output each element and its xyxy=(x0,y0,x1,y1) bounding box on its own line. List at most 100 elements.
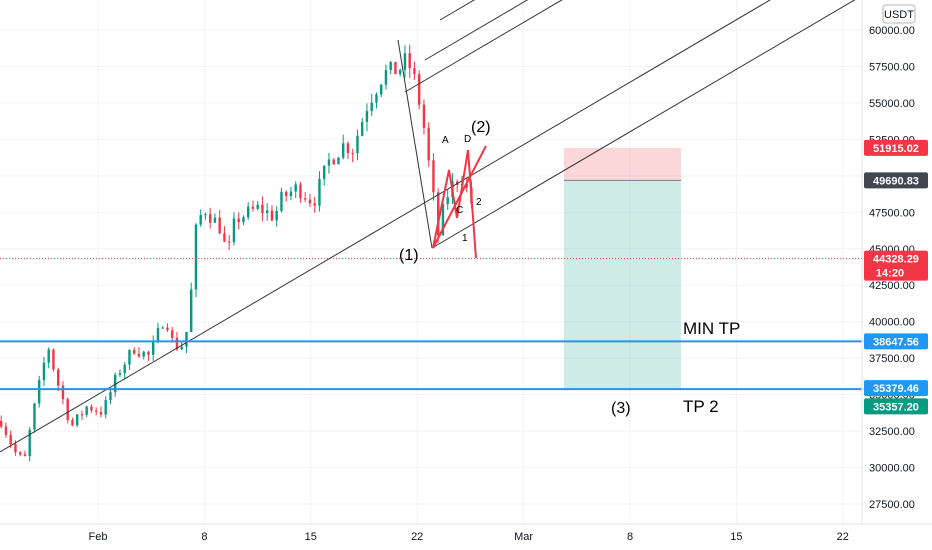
candle-body xyxy=(337,157,340,165)
candle-body xyxy=(228,241,231,243)
time-tick-label: 22 xyxy=(837,531,849,543)
candle-body xyxy=(104,400,107,415)
candle-body xyxy=(190,289,193,332)
wave-label-sub-1: 1 xyxy=(462,233,468,244)
candle-body xyxy=(237,218,240,223)
candle-body xyxy=(261,204,264,214)
candle-body xyxy=(213,217,217,223)
price-tag-label: 51915.02 xyxy=(873,143,919,155)
candle-body xyxy=(66,399,69,421)
candle-body xyxy=(280,191,283,211)
price-tick-label: 55000.00 xyxy=(869,98,915,110)
candle-body xyxy=(19,452,22,455)
candle-body xyxy=(194,224,198,290)
time-tick-label: Feb xyxy=(89,531,108,543)
candle-body xyxy=(33,403,36,430)
wave-line[interactable] xyxy=(467,149,477,259)
candle-body xyxy=(247,206,250,218)
wave-drawings[interactable] xyxy=(432,145,487,259)
wave-line[interactable] xyxy=(432,149,469,249)
price-tick-label: 30000.00 xyxy=(869,463,915,475)
horizontal-levels[interactable] xyxy=(0,258,862,391)
candle-body xyxy=(418,74,421,105)
candle-body xyxy=(346,143,350,153)
candle-body xyxy=(441,204,445,236)
candle-body xyxy=(95,410,98,412)
candle-body xyxy=(9,434,12,445)
price-tags: 51915.02 49690.83 44328.29 14:20 38647.56 353… xyxy=(864,139,928,415)
currency-badge[interactable] xyxy=(882,4,916,24)
position-zones[interactable] xyxy=(564,147,681,390)
candle-body xyxy=(384,70,388,85)
time-tick-label: 22 xyxy=(411,531,423,543)
candle-body xyxy=(389,61,392,71)
candle-body xyxy=(57,369,60,386)
candle-body xyxy=(147,351,150,355)
price-tick-label: 32500.00 xyxy=(869,426,915,438)
candle-body xyxy=(28,429,31,457)
candle-body xyxy=(351,152,354,154)
wave-label-1: (1) xyxy=(399,247,419,264)
min-tp-label: MIN TP xyxy=(683,319,740,338)
candle-body xyxy=(422,104,426,128)
candle-body xyxy=(313,203,316,206)
candle-body xyxy=(465,183,468,188)
candle-body xyxy=(171,330,174,338)
channel-line[interactable] xyxy=(0,0,932,453)
candle-body xyxy=(327,159,331,166)
price-tag: 44328.29 14:20 xyxy=(864,250,928,281)
candle-body xyxy=(142,351,145,357)
price-tick-label: 37500.00 xyxy=(869,353,915,365)
candle-body xyxy=(85,406,88,415)
candle-body xyxy=(76,414,79,426)
pitchfork-handle[interactable] xyxy=(397,39,433,249)
candle-body xyxy=(266,210,269,214)
price-tag: 38647.56 xyxy=(864,333,928,350)
candle-body xyxy=(318,178,321,206)
wave-label-sub-2: 2 xyxy=(476,197,482,208)
candle-body xyxy=(427,127,430,161)
candle-body xyxy=(166,327,169,331)
candle-body xyxy=(332,159,335,165)
candle-body xyxy=(399,69,402,75)
price-tag-label: 35357.20 xyxy=(873,401,919,413)
wave-label-c: C xyxy=(456,205,463,216)
take-profit-zone[interactable] xyxy=(564,180,681,390)
candle-body xyxy=(161,327,164,329)
candle-body xyxy=(361,122,364,136)
price-tag-countdown: 14:20 xyxy=(876,268,904,280)
candle-body xyxy=(61,385,65,400)
stop-loss-zone[interactable] xyxy=(564,147,681,181)
candle-body xyxy=(446,197,449,205)
currency-label: USDT xyxy=(884,9,914,21)
candle-body xyxy=(432,160,435,193)
candle-body xyxy=(394,61,397,75)
time-axis[interactable]: Feb 8 15 22 Mar 8 15 22 xyxy=(0,523,932,543)
wave-label-2: (2) xyxy=(471,119,491,136)
time-tick-label: 15 xyxy=(305,531,317,543)
candle-body xyxy=(156,328,160,342)
candle-body xyxy=(365,111,369,123)
pitchfork-channel[interactable] xyxy=(0,0,932,453)
candle-body xyxy=(308,199,312,204)
price-tag: 49690.83 xyxy=(864,172,928,189)
candlesticks xyxy=(0,44,473,462)
channel-line[interactable] xyxy=(404,0,932,93)
candle-body xyxy=(209,214,212,223)
price-tag: 35357.20 xyxy=(864,398,928,415)
candle-body xyxy=(289,191,293,196)
candle-body xyxy=(133,349,136,354)
candle-body xyxy=(14,444,17,453)
channel-line[interactable] xyxy=(431,0,932,249)
candle-body xyxy=(408,53,411,69)
candle-body xyxy=(4,426,8,435)
candle-body xyxy=(90,406,93,411)
price-tick-label: 47500.00 xyxy=(869,207,915,219)
channel-line[interactable] xyxy=(424,0,932,61)
tp2-label: TP 2 xyxy=(683,397,719,416)
wave-label-a: A xyxy=(442,135,449,146)
candle-body xyxy=(403,53,407,70)
candle-body xyxy=(180,346,183,350)
candle-body xyxy=(137,353,141,357)
